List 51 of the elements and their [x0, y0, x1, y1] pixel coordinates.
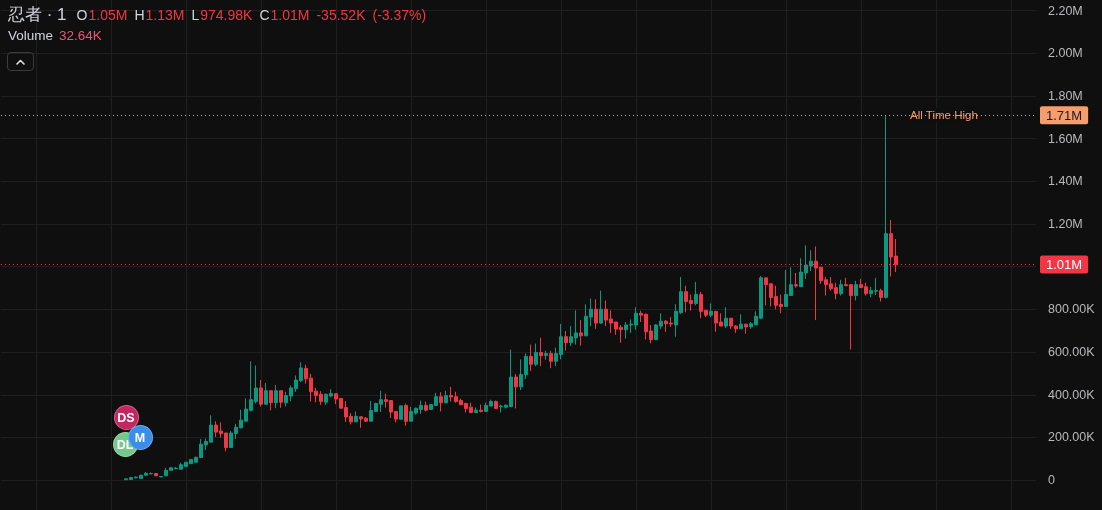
candlestick: [514, 373, 518, 409]
candlestick: [264, 382, 268, 406]
candlestick: [794, 272, 798, 289]
y-tick-label: 1.80M: [1048, 89, 1083, 104]
candlestick: [439, 391, 443, 412]
candlestick: [544, 350, 548, 361]
y-tick-label: 2.00M: [1048, 46, 1083, 61]
candlestick: [724, 306, 728, 329]
candlestick: [579, 319, 583, 347]
candlestick: [279, 390, 283, 409]
y-tick-label: 1.20M: [1048, 217, 1083, 232]
candlestick: [839, 279, 843, 297]
y-tick-label: 1.60M: [1048, 131, 1083, 146]
candlestick: [854, 280, 858, 301]
candlestick: [599, 290, 603, 325]
candlestick: [404, 403, 408, 427]
candlestick: [694, 281, 698, 306]
candlestick: [549, 350, 553, 369]
text: O1.05M H1.13M L974.98K C1.01M -35.52K (-3.37%): [76, 7, 427, 23]
candlestick: [744, 323, 748, 335]
candlestick: [539, 337, 543, 367]
ref-line-label: 1.71M: [1046, 107, 1083, 123]
y-tick-label: 0: [1048, 473, 1055, 488]
candlestick: [354, 410, 358, 423]
candlestick: [534, 343, 538, 367]
chart-title: 忍者 · 1: [8, 4, 67, 26]
candlestick: [269, 390, 273, 411]
candlestick: [274, 384, 278, 409]
candlestick: [494, 400, 498, 409]
candlestick: [564, 330, 568, 352]
candlestick: [709, 302, 713, 318]
candlestick: [479, 404, 483, 413]
candlestick: [474, 407, 478, 413]
y-tick-label: 1.40M: [1048, 174, 1083, 189]
y-tick-label: 400.00K: [1048, 387, 1096, 402]
y-tick-label: 800.00K: [1048, 302, 1096, 317]
annotation: Volume 32.64K: [8, 28, 102, 43]
ref-line-label: 1.01M: [1046, 257, 1083, 273]
y-tick-label: 200.00K: [1048, 430, 1096, 445]
candlestick: [594, 298, 598, 330]
candlestick: [739, 313, 743, 330]
candlestick: [154, 473, 158, 477]
candlestick: [879, 288, 883, 303]
y-tick-label: 2.20M: [1048, 3, 1083, 18]
candlestick: [259, 379, 263, 408]
candlestick: [444, 390, 448, 404]
candlestick: [884, 114, 888, 300]
candlestick: [529, 344, 533, 372]
candlestick: [424, 401, 428, 412]
candlestick: [399, 405, 403, 420]
y-tick-label: 600.00K: [1048, 345, 1096, 360]
